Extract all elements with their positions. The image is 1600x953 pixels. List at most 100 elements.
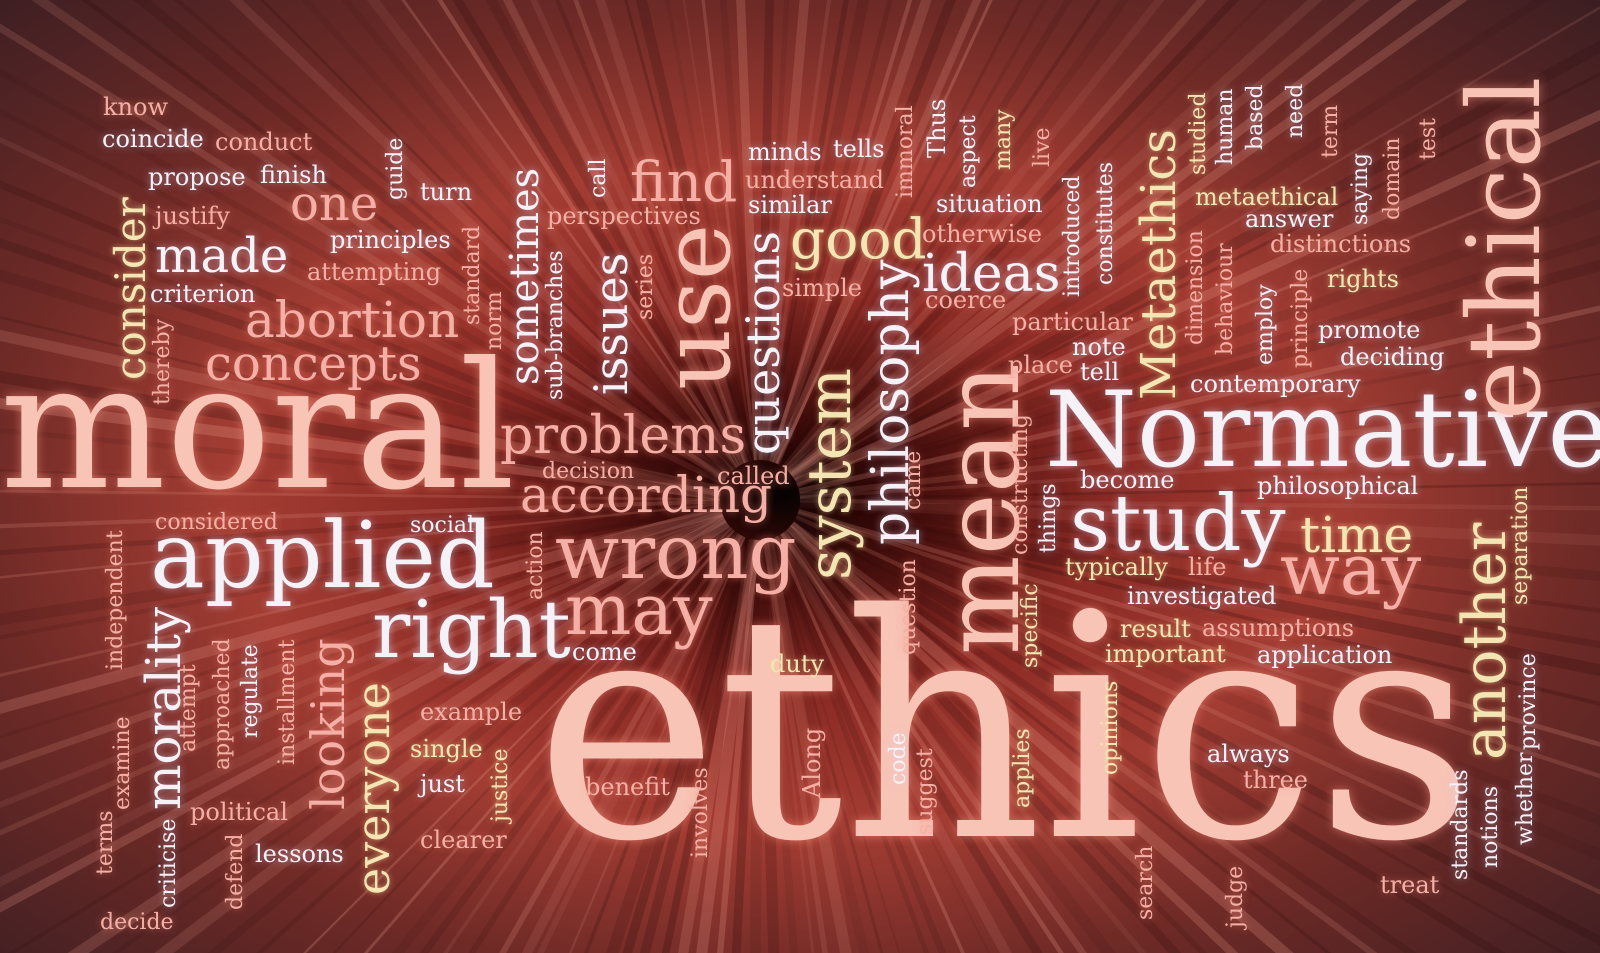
light-ray xyxy=(756,0,774,461)
light-ray xyxy=(0,509,724,771)
word-conduct: conduct xyxy=(215,128,313,156)
light-ray xyxy=(300,0,736,473)
word-called: called xyxy=(717,462,790,490)
word-ideas: ideas xyxy=(922,244,1061,304)
light-ray xyxy=(759,0,790,461)
word-things: things xyxy=(1036,483,1061,553)
word-standard: standard xyxy=(460,225,485,325)
light-ray xyxy=(0,108,726,485)
light-ray xyxy=(0,370,722,500)
light-ray xyxy=(0,136,726,486)
word-questions: questions xyxy=(736,230,790,455)
light-ray xyxy=(0,505,723,714)
word-distinctions: distinctions xyxy=(1270,230,1412,258)
light-ray xyxy=(785,526,1207,953)
word-another: another xyxy=(1450,522,1520,760)
light-ray xyxy=(661,538,756,953)
light-ray xyxy=(701,0,758,461)
word-whether: whether xyxy=(1513,752,1538,845)
word-coincide: coincide xyxy=(102,125,204,153)
light-ray xyxy=(154,519,732,953)
word-consider: consider xyxy=(106,197,155,380)
word-answer: answer xyxy=(1245,205,1334,233)
word-good: good xyxy=(790,207,927,271)
word-thereby: thereby xyxy=(150,318,175,405)
word-separation: separation xyxy=(1508,486,1533,605)
light-ray xyxy=(792,40,1600,486)
word-came: came xyxy=(901,450,926,510)
word-wrong: wrong xyxy=(555,508,797,596)
word-criterion: criterion xyxy=(150,280,256,308)
word-contemporary: contemporary xyxy=(1190,370,1361,398)
light-ray xyxy=(798,336,1600,495)
word-province: province xyxy=(1516,653,1541,750)
word-propose: propose xyxy=(148,163,246,191)
word-may: may xyxy=(565,569,713,651)
light-ray xyxy=(769,0,956,465)
word-regulate: regulate xyxy=(238,644,263,738)
light-ray xyxy=(0,469,721,500)
light-ray xyxy=(682,0,756,461)
light-ray xyxy=(777,535,991,953)
word-example: example xyxy=(420,698,523,726)
word-tells: tells xyxy=(833,135,885,163)
light-ray xyxy=(0,238,724,492)
light-ray xyxy=(0,315,722,492)
light-ray xyxy=(468,532,742,953)
light-ray xyxy=(419,530,740,953)
word-call: call xyxy=(586,158,611,198)
light-ray xyxy=(0,180,725,489)
light-ray xyxy=(758,0,810,461)
word-based: based xyxy=(1243,84,1268,150)
word-specific: specific xyxy=(1018,583,1043,668)
light-ray xyxy=(437,0,741,468)
word-introduced: introduced xyxy=(1060,175,1085,297)
light-ray xyxy=(786,521,1294,953)
word-test: test xyxy=(1416,118,1441,160)
light-ray xyxy=(799,498,1600,582)
word-coerce: coerce xyxy=(925,286,1007,314)
light-ray xyxy=(366,0,740,472)
light-ray xyxy=(0,500,721,556)
word-justify: justify xyxy=(155,202,230,230)
word-right: right xyxy=(372,583,571,676)
word-applied: applied xyxy=(150,502,495,609)
word-just: just xyxy=(420,770,465,798)
word-opinions: opinions xyxy=(1098,680,1123,775)
light-ray xyxy=(31,0,730,482)
word-constitutes: constitutes xyxy=(1093,161,1118,285)
word-sometimes: sometimes xyxy=(502,167,548,385)
word-system: system xyxy=(795,368,865,580)
light-ray xyxy=(256,525,732,953)
light-ray xyxy=(779,528,1117,953)
light-ray xyxy=(790,523,1332,953)
word-clearer: clearer xyxy=(420,826,507,854)
light-ray xyxy=(774,535,965,953)
word-investigated: investigated xyxy=(1127,582,1277,610)
word-decide: decide xyxy=(100,910,174,935)
light-ray xyxy=(537,534,746,953)
light-ray xyxy=(719,0,761,461)
light-ray xyxy=(799,401,1600,499)
word-applies: applies xyxy=(1010,728,1035,808)
word-independent: independent xyxy=(103,530,128,670)
light-ray xyxy=(780,0,1130,470)
word-place: place xyxy=(1008,351,1073,379)
light-ray xyxy=(795,509,1600,826)
light-ray xyxy=(624,0,752,462)
word-according: according xyxy=(520,466,773,524)
word-deciding: deciding xyxy=(1340,343,1445,371)
light-ray xyxy=(521,533,746,953)
light-ray xyxy=(332,528,734,953)
word-issues: issues xyxy=(584,252,638,395)
light-ray xyxy=(795,514,1600,895)
word-notions: notions xyxy=(1478,786,1503,868)
light-ray xyxy=(639,537,755,953)
word-ethics: ethics xyxy=(535,549,1475,910)
light-ray xyxy=(502,0,746,467)
word-always: always xyxy=(1207,740,1290,768)
word-series: series xyxy=(633,253,658,320)
light-ray xyxy=(363,529,735,953)
word-life: life xyxy=(1188,553,1227,581)
